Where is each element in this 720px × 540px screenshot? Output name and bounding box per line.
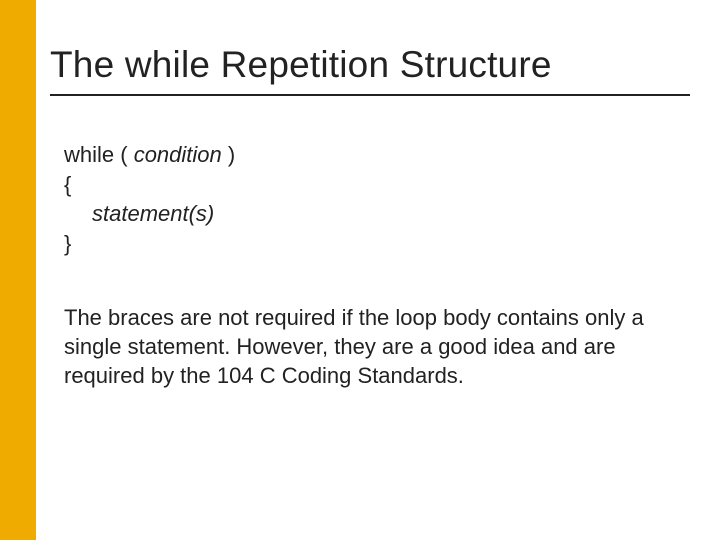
code-line-4: } [64,229,690,259]
code-paren-close: ) [222,142,235,167]
body-paragraph: The braces are not required if the loop … [64,303,644,390]
code-statement: statement(s) [64,199,214,229]
code-keyword-while: while ( [64,142,134,167]
code-line-3: statement(s) [64,199,690,229]
title-underline [50,94,690,96]
code-line-1: while ( condition ) [64,140,690,170]
slide-content: The while Repetition Structure while ( c… [50,44,690,390]
code-line-2: { [64,170,690,200]
code-condition: condition [134,142,222,167]
slide-title: The while Repetition Structure [50,44,690,86]
code-block: while ( condition ) { statement(s) } [64,140,690,259]
accent-sidebar [0,0,36,540]
